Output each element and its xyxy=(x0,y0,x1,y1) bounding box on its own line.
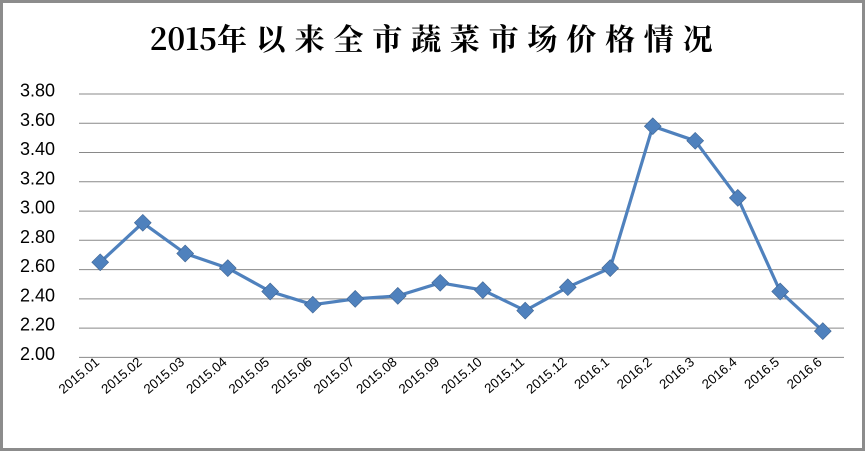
svg-text:2.40: 2.40 xyxy=(20,285,55,305)
svg-text:2015.07: 2015.07 xyxy=(311,354,357,396)
svg-text:2.20: 2.20 xyxy=(20,315,55,335)
svg-text:2016.4: 2016.4 xyxy=(699,354,740,392)
svg-text:2015.03: 2015.03 xyxy=(141,354,187,396)
svg-text:2.80: 2.80 xyxy=(20,227,55,247)
svg-text:2015.02: 2015.02 xyxy=(98,354,144,396)
svg-text:2.00: 2.00 xyxy=(20,344,55,364)
svg-text:3.20: 3.20 xyxy=(20,168,55,188)
svg-text:2015.06: 2015.06 xyxy=(268,354,314,396)
svg-text:2015.09: 2015.09 xyxy=(396,354,442,396)
svg-text:2015.04: 2015.04 xyxy=(183,354,229,396)
svg-text:2015.10: 2015.10 xyxy=(438,354,484,396)
svg-text:3.00: 3.00 xyxy=(20,198,55,218)
svg-text:2016.3: 2016.3 xyxy=(656,354,697,392)
svg-text:2015.05: 2015.05 xyxy=(226,354,272,396)
svg-text:2015.01: 2015.01 xyxy=(56,354,102,396)
svg-text:3.80: 3.80 xyxy=(20,81,55,101)
svg-text:2016.1: 2016.1 xyxy=(571,354,612,392)
svg-text:3.60: 3.60 xyxy=(20,110,55,130)
svg-text:2016.6: 2016.6 xyxy=(784,354,825,392)
svg-text:2015.12: 2015.12 xyxy=(523,354,569,396)
svg-text:2015.11: 2015.11 xyxy=(481,354,527,396)
svg-text:3.40: 3.40 xyxy=(20,139,55,159)
svg-text:2015.08: 2015.08 xyxy=(353,354,399,396)
svg-text:2.60: 2.60 xyxy=(20,256,55,276)
svg-text:2016.2: 2016.2 xyxy=(614,354,655,392)
svg-text:2016.5: 2016.5 xyxy=(741,354,782,392)
